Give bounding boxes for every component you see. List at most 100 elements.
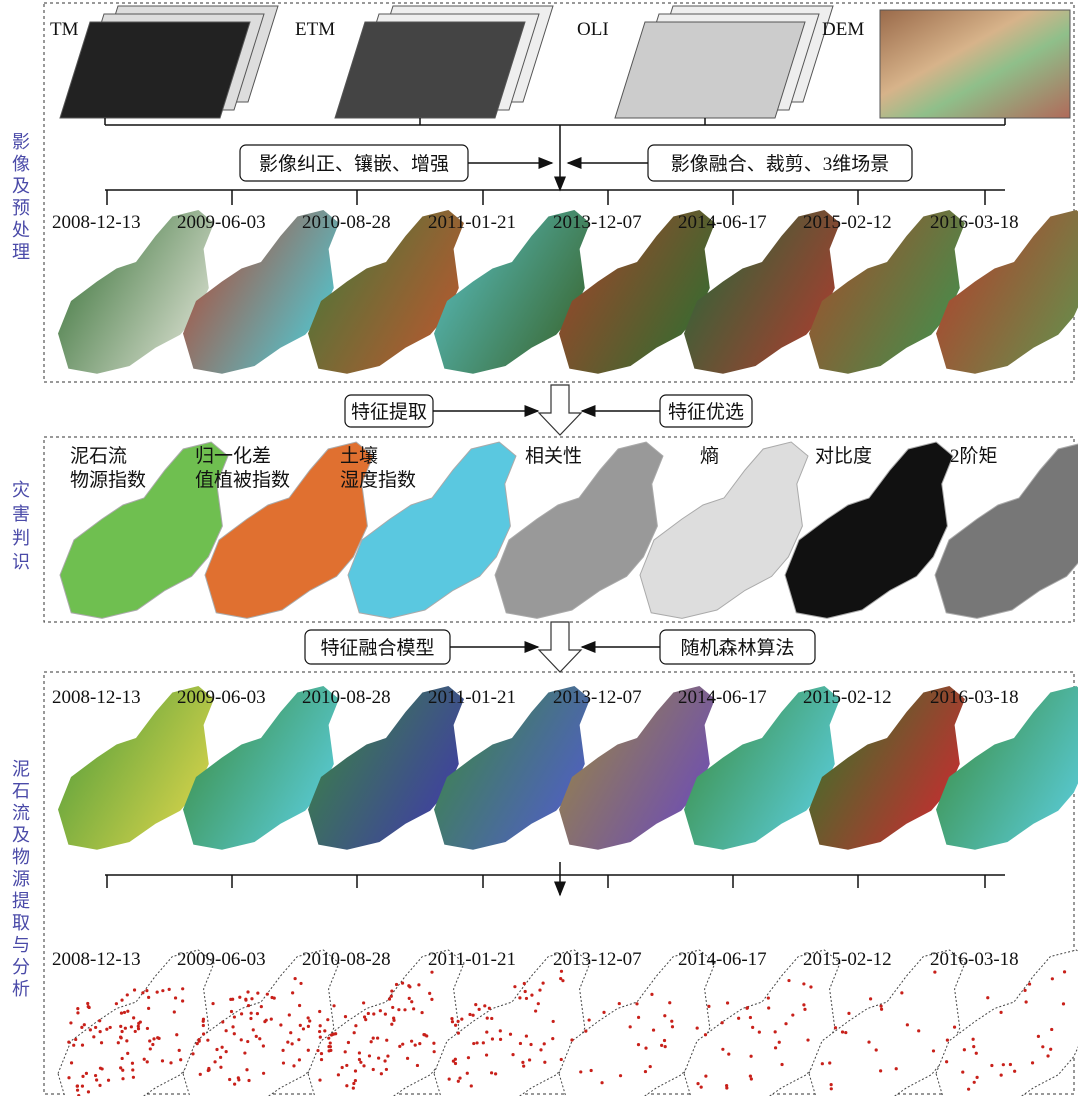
speckle (552, 1020, 555, 1023)
date-label: 2015-02-12 (803, 212, 892, 233)
speckle (906, 1023, 909, 1026)
speckle (475, 1041, 478, 1044)
speckle (967, 1088, 970, 1091)
speckle (219, 1066, 222, 1069)
speckle (774, 1030, 777, 1033)
speckle (141, 991, 144, 994)
date-label: 2013-12-07 (553, 687, 642, 708)
speckle (119, 1035, 122, 1038)
speckle (422, 1033, 425, 1036)
speckle (206, 1039, 209, 1042)
speckle (879, 1005, 882, 1008)
speckle (380, 1072, 383, 1075)
speckle (302, 1027, 305, 1030)
diagram: 影像及预处理 灾害判识 泥石流及物源提取与分析 TMETMOLIDEM影像纠正、… (0, 0, 1078, 1096)
speckle (519, 1042, 522, 1045)
speckle (451, 1020, 454, 1023)
speckle (830, 1083, 833, 1086)
speckle (319, 1024, 322, 1027)
speckle (81, 1084, 84, 1087)
speckle (525, 1034, 528, 1037)
step-label: 影像融合、裁剪、3维场景 (671, 153, 890, 175)
speckle (847, 1012, 850, 1015)
speckle (256, 1012, 259, 1015)
speckle (270, 1018, 273, 1021)
speckle (999, 1011, 1002, 1014)
speckle (390, 1023, 393, 1026)
speckle (225, 1029, 228, 1032)
speckle (86, 1002, 89, 1005)
speckle (664, 1045, 667, 1048)
speckle (721, 1021, 724, 1024)
speckle (95, 1078, 98, 1081)
speckle (124, 1027, 127, 1030)
speckle (299, 982, 302, 985)
speckle (972, 1038, 975, 1041)
speckle (130, 1025, 133, 1028)
speckle (207, 1067, 210, 1070)
speckle (131, 1062, 134, 1065)
speckle (767, 996, 770, 999)
speckle (147, 996, 150, 999)
speckle (202, 1024, 205, 1027)
speckle (791, 1013, 794, 1016)
speckle (485, 1053, 488, 1056)
speckle (700, 1086, 703, 1089)
speckle (529, 1043, 532, 1046)
speckle (774, 1046, 777, 1049)
speckle (543, 1042, 546, 1045)
speckle (83, 1023, 86, 1026)
speckle (879, 1069, 882, 1072)
speckle (767, 1006, 770, 1009)
speckle (787, 979, 790, 982)
speckle (530, 994, 533, 997)
speckle (219, 1056, 222, 1059)
speckle (600, 1081, 603, 1084)
date-label: 2009-06-03 (177, 687, 266, 708)
speckle (273, 996, 276, 999)
speckle (105, 1028, 108, 1031)
speckle (99, 1067, 102, 1070)
speckle (1051, 977, 1054, 980)
speckle (472, 1014, 475, 1017)
date-label: 2016-03-18 (930, 949, 1019, 970)
speckle (821, 1062, 824, 1065)
step-label: 影像纠正、镶嵌、增强 (259, 153, 449, 175)
speckle (412, 1007, 415, 1010)
speckle (318, 1010, 321, 1013)
speckle (1046, 1054, 1049, 1057)
speckle (472, 1042, 475, 1045)
speckle (900, 991, 903, 994)
speckle (121, 1077, 124, 1080)
speckle (337, 1073, 340, 1076)
speckle (221, 1020, 224, 1023)
speckle (1041, 1045, 1044, 1048)
speckle (70, 1061, 73, 1064)
speckle (802, 982, 805, 985)
speckle (867, 1040, 870, 1043)
feature-image (785, 442, 953, 618)
speckle (635, 1002, 638, 1005)
speckle (69, 1021, 72, 1024)
speckle (255, 1035, 258, 1038)
speckle (132, 1016, 135, 1019)
speckle (80, 1026, 83, 1029)
speckle (1031, 1061, 1034, 1064)
speckle (318, 1078, 321, 1081)
speckle (644, 1047, 647, 1050)
speckle (98, 1019, 101, 1022)
step-label: 特征融合模型 (320, 637, 434, 659)
speckle (460, 1018, 463, 1021)
speckle (538, 988, 541, 991)
speckle (292, 1064, 295, 1067)
speckle (414, 1044, 417, 1047)
speckle (320, 1052, 323, 1055)
speckle (121, 1069, 124, 1072)
speckle (298, 1004, 301, 1007)
speckle (749, 1055, 752, 1058)
speckle (745, 1007, 748, 1010)
speckle (570, 1038, 573, 1041)
speckle (869, 997, 872, 1000)
speckle (388, 997, 391, 1000)
speckle (875, 1048, 878, 1051)
